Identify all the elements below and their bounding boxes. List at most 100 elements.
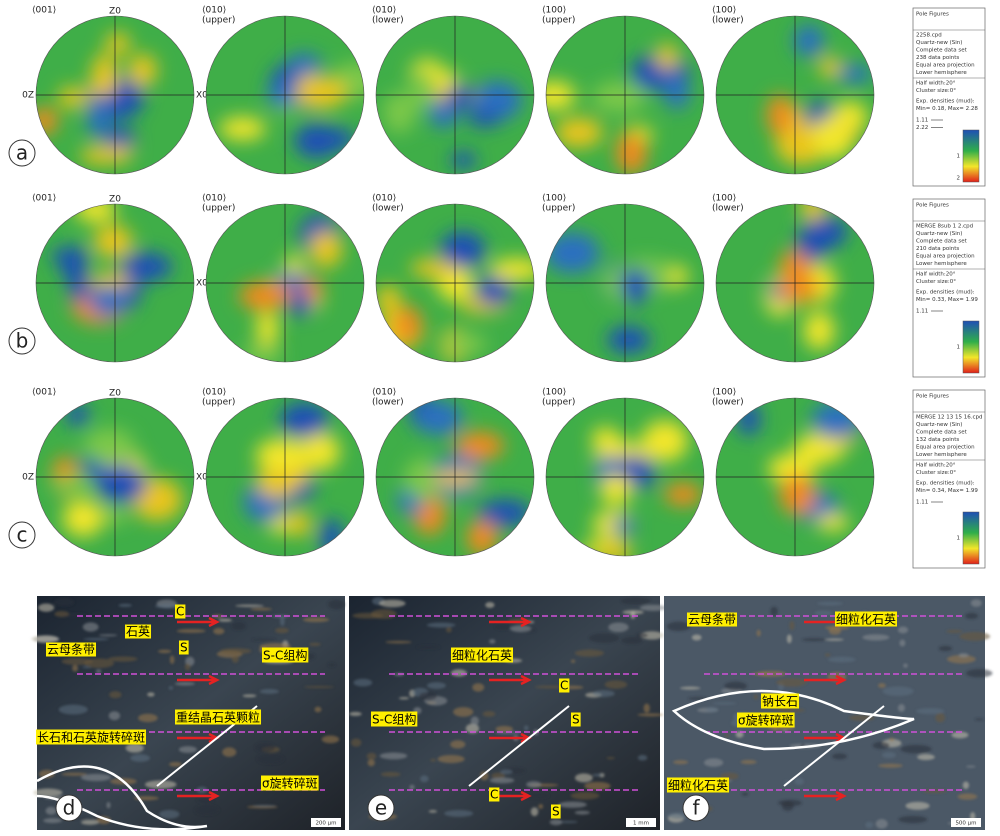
legend-density: Min= 0.34, Max= 1.99 (916, 488, 978, 494)
pf-blob (778, 276, 820, 302)
legend-param: Half width:20° (916, 272, 956, 278)
grain (472, 683, 485, 692)
grain (379, 599, 406, 608)
grain (176, 628, 206, 633)
grain (157, 649, 172, 654)
grain (917, 754, 935, 761)
pf-blob (51, 246, 90, 266)
grain (252, 804, 277, 808)
grain (526, 781, 542, 788)
panel-circle (367, 794, 395, 822)
annotation: C (560, 679, 568, 693)
legend-title: Pole Figures (916, 394, 949, 400)
pf-title: ⟨010⟩ (202, 194, 226, 204)
pf-blob (800, 204, 826, 222)
pf-blob (288, 291, 313, 317)
pf-blob (279, 402, 329, 438)
legend-box: Pole Figures MERGE 8sub 1 2.cpdQuartz-new… (912, 198, 986, 378)
pf-blob (105, 32, 131, 55)
legend-info: Lower hemisphere (916, 452, 967, 458)
grain (832, 753, 847, 760)
annotation-bg (489, 787, 500, 802)
grain (33, 788, 63, 797)
grain (703, 758, 724, 767)
legend-info: Equal area projection (916, 254, 975, 260)
annotation: σ旋转碎斑 (262, 776, 318, 791)
pf-blob (91, 53, 118, 98)
shear-arrow (177, 674, 220, 686)
grain (862, 634, 890, 641)
grain (789, 620, 795, 631)
grain (31, 635, 59, 643)
pf-blob (219, 116, 266, 141)
grain (828, 627, 842, 635)
legend-title: Pole Figures (916, 203, 949, 209)
annotation-bg (175, 604, 186, 619)
grain (453, 707, 474, 717)
grain (169, 655, 175, 665)
legend-info: 2258.cpd (916, 33, 942, 39)
pf-blobs (764, 204, 848, 350)
porphyroclast (36, 765, 208, 831)
pf-blob (837, 64, 873, 83)
annotation: 石英 (126, 625, 150, 639)
pf-blobs (737, 401, 861, 531)
grain (740, 759, 757, 765)
annotation: 钠长石 (762, 694, 798, 709)
annotation: 长石和石英旋转碎斑 (37, 730, 145, 745)
annotation-bg (835, 611, 898, 627)
pf-blob (664, 483, 702, 506)
pf-blob (615, 132, 647, 174)
pf-subtitle: (lower) (372, 204, 404, 214)
grain (794, 778, 805, 785)
grain (428, 810, 438, 813)
grain (735, 731, 744, 738)
pf-blob (450, 151, 477, 169)
shear-arrow (177, 616, 220, 628)
grain (380, 771, 401, 777)
grain (159, 809, 180, 819)
axis-label: 0Z (22, 473, 34, 483)
grain (958, 653, 969, 658)
grain (549, 819, 563, 826)
pf-blob (51, 475, 96, 494)
legend-density: Min= 0.18, Max= 2.28 (916, 106, 978, 112)
grain (530, 807, 539, 817)
grain (254, 742, 275, 753)
grain (38, 603, 55, 612)
axis-label: 0Z (22, 91, 34, 101)
pf-blob (415, 400, 463, 436)
annotation: S (552, 805, 560, 819)
grain (724, 681, 747, 691)
grain (235, 604, 264, 607)
annotation-bg (667, 777, 730, 793)
pf-blob (610, 517, 636, 535)
annotation-bg (175, 709, 262, 725)
annotation-bg (262, 647, 309, 663)
legend-info: Lower hemisphere (916, 70, 967, 76)
grain (489, 777, 515, 784)
grain (962, 781, 970, 790)
grain (430, 758, 437, 762)
panel-circle (682, 794, 710, 822)
legend-density: Exp. densities (mud): (916, 290, 975, 296)
shear-plane (783, 705, 885, 787)
grain (897, 626, 909, 634)
pf-blob (121, 253, 151, 277)
grain (251, 638, 276, 641)
pf-title: ⟨010⟩ (372, 388, 396, 398)
grain (256, 754, 285, 764)
grain (61, 772, 88, 776)
grain (756, 629, 761, 637)
grain (38, 769, 55, 779)
pf-blob (96, 464, 147, 504)
pf-blob (376, 284, 401, 315)
grain (82, 622, 99, 632)
grain (558, 801, 587, 808)
axis-label: X0 (196, 473, 208, 483)
grain (480, 771, 489, 781)
pf-subtitle: (lower) (712, 398, 744, 408)
pf-blob (309, 230, 343, 268)
panel-circle (55, 794, 83, 822)
pf-blobs (51, 403, 183, 537)
